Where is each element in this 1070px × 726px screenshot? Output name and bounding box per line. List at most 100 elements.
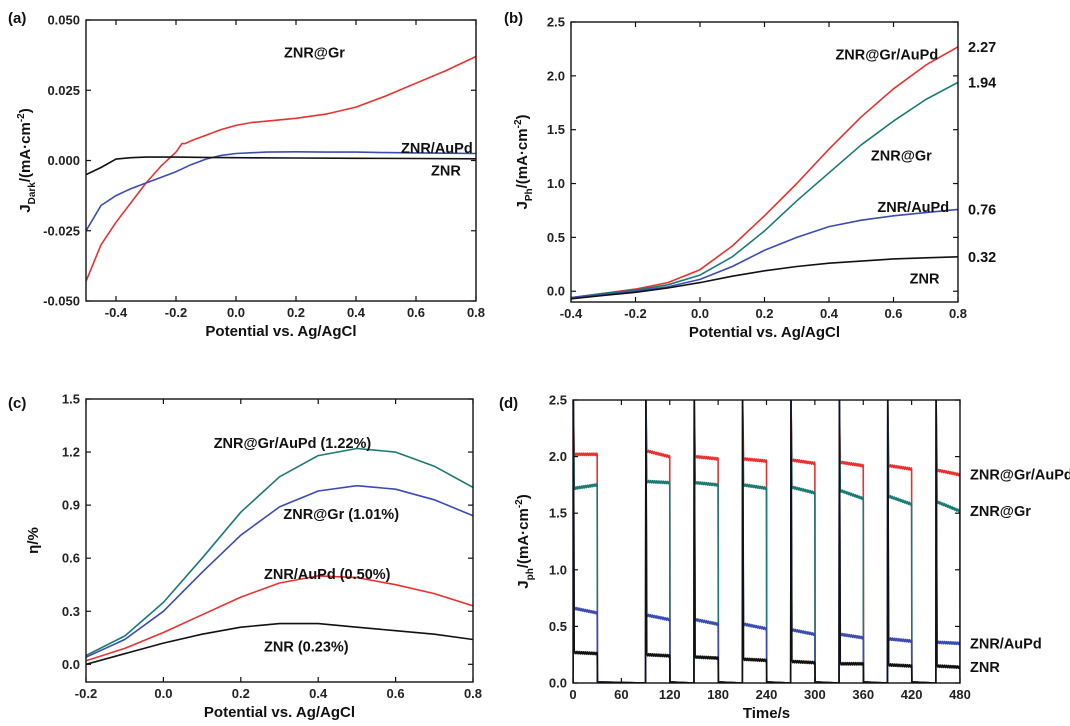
x-tick-label: 360 <box>852 687 874 702</box>
x-tick-label: 0.6 <box>407 305 425 320</box>
y-tick-label: 2.5 <box>549 393 567 408</box>
x-tick-label: -0.2 <box>75 686 97 701</box>
y-tick-label: 1.2 <box>62 445 80 460</box>
x-tick-label: -0.4 <box>105 305 128 320</box>
x-tick-label: 180 <box>707 687 729 702</box>
series-group <box>571 46 958 300</box>
series-annotation: ZNR@Gr <box>970 504 1031 520</box>
series-annotation: 0.32 <box>968 250 996 266</box>
y-axis-label-part: J <box>515 580 532 588</box>
y-axis-label-part: ph <box>525 568 536 580</box>
x-tick-label: 0.0 <box>154 686 172 701</box>
y-axis-label-part: -2 <box>16 113 27 122</box>
y-tick-label: 2.0 <box>547 68 565 83</box>
series-line <box>571 46 958 299</box>
y-axis-label-part: /(mA·cm <box>514 128 531 188</box>
y-tick-label: 1.5 <box>549 506 567 521</box>
panel-b: (b) -0.4 -0.2 0.0 0.2 0.4 0.6 0.8 0.0 0.5 1.0 1.5 2.… <box>504 10 996 341</box>
x-tick-label: -0.4 <box>560 306 583 321</box>
y-axis-label-part: J <box>17 204 34 212</box>
y-tick-label: 0.9 <box>62 498 80 513</box>
panel-label: (d) <box>499 395 518 412</box>
series-line <box>86 447 473 657</box>
series-line <box>86 151 476 232</box>
y-tick-label: 1.0 <box>549 562 567 577</box>
x-tick-label: 0.2 <box>755 306 773 321</box>
y-axis-label-part: Dark <box>27 182 38 205</box>
x-tick-label: 0.8 <box>949 306 967 321</box>
x-tick-label: 0.6 <box>884 306 902 321</box>
y-tick-label: 0.5 <box>549 619 567 634</box>
x-tick-label: 0.4 <box>309 686 328 701</box>
series-line <box>86 622 473 666</box>
series-annotation: ZNR@Gr/AuPd <box>970 468 1070 484</box>
y-axis-label-part: -2 <box>514 499 525 508</box>
series-line <box>573 400 960 683</box>
x-tick-label: 0.8 <box>464 686 482 701</box>
x-tick-label: 0.0 <box>691 306 709 321</box>
y-axis-label: JPh/(mA·cm-2) <box>513 114 535 209</box>
y-tick-label: -0.050 <box>43 294 80 309</box>
panel-d: (d) 0 60 120 180 240 300 360 420 480 0.0 0.5 1.0 1.5 2… <box>499 393 1070 723</box>
series-annotation: ZNR <box>910 271 940 287</box>
x-tick-label: 120 <box>659 687 681 702</box>
x-tick-label: -0.2 <box>165 305 187 320</box>
y-axis-label-part: -2 <box>513 119 524 128</box>
x-tick-label: 300 <box>804 687 826 702</box>
series-line <box>571 81 958 299</box>
y-tick-label: 0.6 <box>62 551 80 566</box>
series-annotation: ZNR/AuPd <box>970 636 1042 652</box>
series-annotation: 1.94 <box>968 75 996 91</box>
x-axis-label: Potential vs. Ag/AgCl <box>689 324 840 341</box>
y-axis-label: η/% <box>25 527 42 554</box>
series-line <box>86 55 476 282</box>
series-line <box>573 400 960 683</box>
y-axis-label: Jph/(mA·cm-2) <box>514 494 536 588</box>
panel-c: (c) -0.2 0.0 0.2 0.4 0.6 0.8 0.0 0.3 0.6 0.9 1.2 1.5… <box>8 392 482 722</box>
x-tick-label: 0.4 <box>820 306 839 321</box>
series-line <box>571 208 958 299</box>
plot-frame <box>85 19 477 302</box>
series-line <box>86 484 473 658</box>
x-axis-label: Potential vs. Ag/AgCl <box>205 323 356 340</box>
series-line <box>573 400 960 683</box>
x-axis-label: Potential vs. Ag/AgCl <box>204 704 355 721</box>
y-tick-label: 0.000 <box>47 153 80 168</box>
x-tick-label: 420 <box>901 687 923 702</box>
x-tick-label: 240 <box>756 687 778 702</box>
series-group <box>86 55 476 282</box>
series-annotation: ZNR <box>970 660 1000 676</box>
series-line <box>571 256 958 300</box>
x-tick-label: 60 <box>614 687 628 702</box>
panel-label: (b) <box>504 10 523 27</box>
series-annotation: ZNR@Gr/AuPd <box>835 47 938 63</box>
y-tick-label: 0.3 <box>62 604 80 619</box>
series-annotation: ZNR@Gr/AuPd (1.22%) <box>214 436 372 452</box>
plot-frame <box>85 398 474 683</box>
series-annotation: ZNR <box>431 163 461 179</box>
y-axis-label-part: Ph <box>524 188 535 201</box>
y-tick-label: 2.0 <box>549 449 567 464</box>
y-axis-label-part: η/% <box>25 527 42 554</box>
y-tick-label: 0.0 <box>549 676 567 691</box>
series-annotation: ZNR/AuPd (0.50%) <box>264 567 391 583</box>
series-group <box>86 447 473 666</box>
x-tick-label: -0.2 <box>624 306 646 321</box>
x-tick-label: 0.2 <box>287 305 305 320</box>
y-tick-label: 0.050 <box>47 13 80 28</box>
y-tick-label: 2.5 <box>547 15 565 30</box>
y-axis-label-part: ) <box>515 494 532 499</box>
y-axis-label-part: J <box>514 201 531 209</box>
series-line <box>573 400 960 683</box>
panel-label: (c) <box>8 395 26 412</box>
y-tick-label: 0.5 <box>547 230 565 245</box>
y-axis-label-part: ) <box>17 108 34 113</box>
y-tick-label: 1.5 <box>62 392 80 407</box>
series-annotation: ZNR@Gr (1.01%) <box>283 507 399 523</box>
y-tick-label: 0.025 <box>47 83 80 98</box>
series-annotation: ZNR@Gr <box>284 45 345 61</box>
y-tick-label: 0.0 <box>62 657 80 672</box>
series-annotation: ZNR/AuPd <box>877 200 949 216</box>
y-tick-label: 0.0 <box>547 284 565 299</box>
